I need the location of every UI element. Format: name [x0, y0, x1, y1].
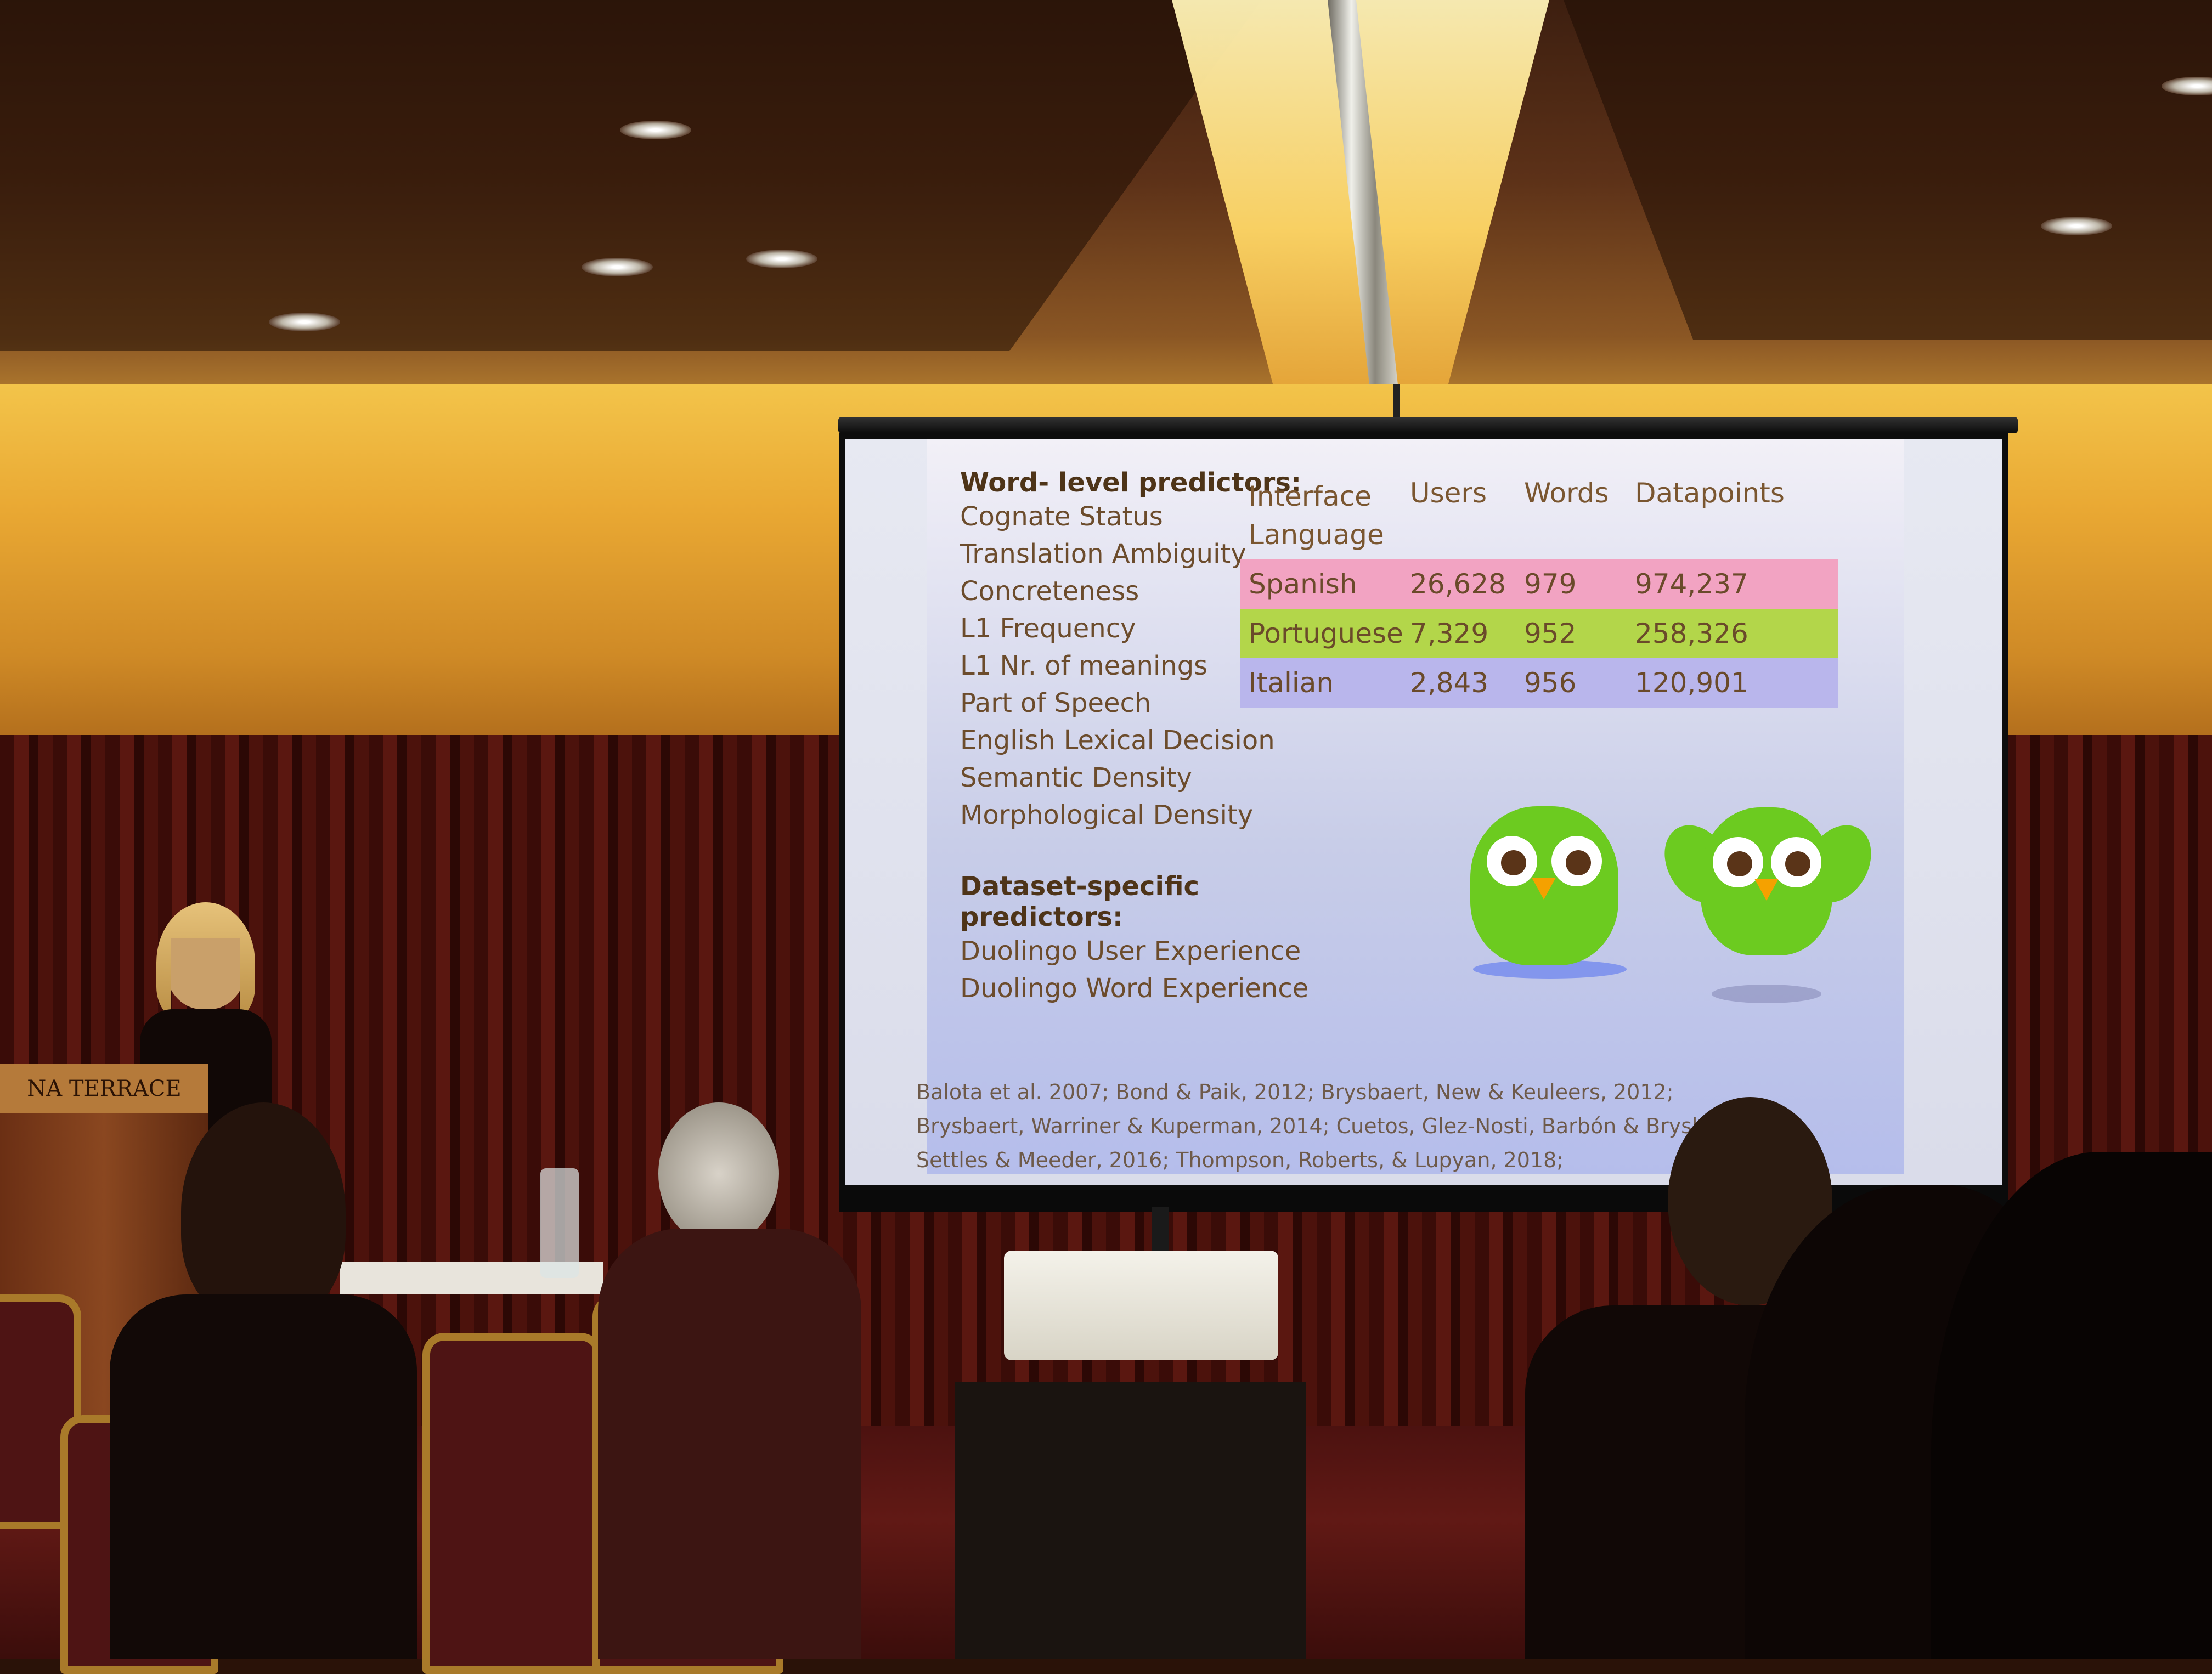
cell-datapoints: 120,901 [1635, 667, 1748, 699]
ceiling-downlight [620, 121, 691, 139]
cell-users: 2,843 [1410, 667, 1489, 699]
cell-users: 7,329 [1410, 618, 1489, 649]
cell-words: 952 [1524, 618, 1577, 649]
word-level-item: Part of Speech [960, 688, 1152, 719]
dataset-item: Duolingo Word Experience [960, 973, 1309, 1004]
water-carafe [540, 1168, 579, 1278]
word-level-item: English Lexical Decision [960, 725, 1275, 756]
word-level-item: Morphological Density [960, 800, 1254, 830]
screen-bottom-bar [839, 1190, 2008, 1212]
owl-pupil [1727, 851, 1752, 876]
ceiling-downlight [746, 250, 817, 268]
owl-beak [1532, 878, 1556, 900]
word-level-item: L1 Frequency [960, 613, 1136, 644]
dataset-item: Duolingo User Experience [960, 936, 1301, 966]
word-level-item: L1 Nr. of meanings [960, 651, 1208, 681]
word-level-item: Translation Ambiguity [960, 539, 1246, 569]
screen-leg [1152, 1207, 1169, 1256]
audience-member-head [181, 1102, 346, 1322]
table-row: Spanish 26,628 979 974,237 [1240, 559, 1838, 609]
cell-words: 979 [1524, 568, 1577, 600]
reference-line: Balota et al. 2007; Bond & Paik, 2012; B… [916, 1080, 1674, 1104]
cell-words: 956 [1524, 667, 1577, 699]
owl-pupil [1785, 851, 1810, 876]
screen-top-bar [838, 417, 2018, 433]
presentation-slide: Word- level predictors: Cognate Status T… [916, 439, 1904, 1174]
cell-datapoints: 258,326 [1635, 618, 1748, 649]
owl-pupil [1566, 850, 1591, 875]
header-words: Words [1524, 477, 1609, 509]
table-row: Portuguese 7,329 952 258,326 [1240, 609, 1838, 658]
owl-beak [1754, 879, 1779, 901]
ceiling-downlight [582, 258, 653, 276]
ceiling-downlight [2041, 217, 2112, 235]
language-table: Interface Language Users Words Datapoint… [1240, 477, 1838, 708]
reference-line: Settles & Meeder, 2016; Thompson, Robert… [916, 1148, 1564, 1172]
word-level-item: Concreteness [960, 576, 1139, 607]
owl-eye [1487, 836, 1537, 886]
ceiling-soffit-left [0, 0, 1262, 351]
cell-users: 26,628 [1410, 568, 1506, 600]
cell-language: Spanish [1249, 568, 1357, 600]
references: Balota et al. 2007; Bond & Paik, 2012; B… [916, 1075, 1904, 1177]
header-interface-language: Interface Language [1249, 480, 1384, 551]
owl-pupil [1501, 850, 1526, 875]
owl-eye [1551, 836, 1602, 886]
word-level-heading: Word- level predictors: [960, 467, 1302, 498]
audience-member-body [598, 1229, 861, 1659]
audience-member-head [658, 1102, 779, 1245]
green-owl-icon [1470, 806, 1618, 965]
table-header-row: Interface Language Users Words Datapoint… [1240, 477, 1838, 559]
word-level-item: Semantic Density [960, 762, 1192, 793]
projector [1004, 1251, 1278, 1360]
header-users: Users [1410, 477, 1487, 509]
projector-cart [955, 1382, 1306, 1659]
owl-eye [1771, 837, 1821, 887]
owl-shadow [1712, 985, 1821, 1003]
table-row: Italian 2,843 956 120,901 [1240, 658, 1838, 708]
audience-member-body [110, 1294, 417, 1659]
reference-line: Brysbaert, Warriner & Kuperman, 2014; Cu… [916, 1114, 1706, 1138]
cell-language: Italian [1249, 667, 1334, 699]
podium-sign: NA TERRACE [0, 1064, 208, 1113]
cell-language: Portuguese [1249, 618, 1403, 649]
word-level-item: Cognate Status [960, 501, 1163, 532]
green-owl-icon [1701, 807, 1832, 955]
chair [422, 1333, 602, 1674]
ceiling-downlight [269, 313, 340, 331]
predictors-panel: Word- level predictors: Cognate Status T… [960, 467, 1344, 1007]
header-datapoints: Datapoints [1635, 477, 1785, 509]
cell-datapoints: 974,237 [1635, 568, 1748, 600]
dataset-heading: Dataset-specific predictors: [960, 871, 1199, 932]
